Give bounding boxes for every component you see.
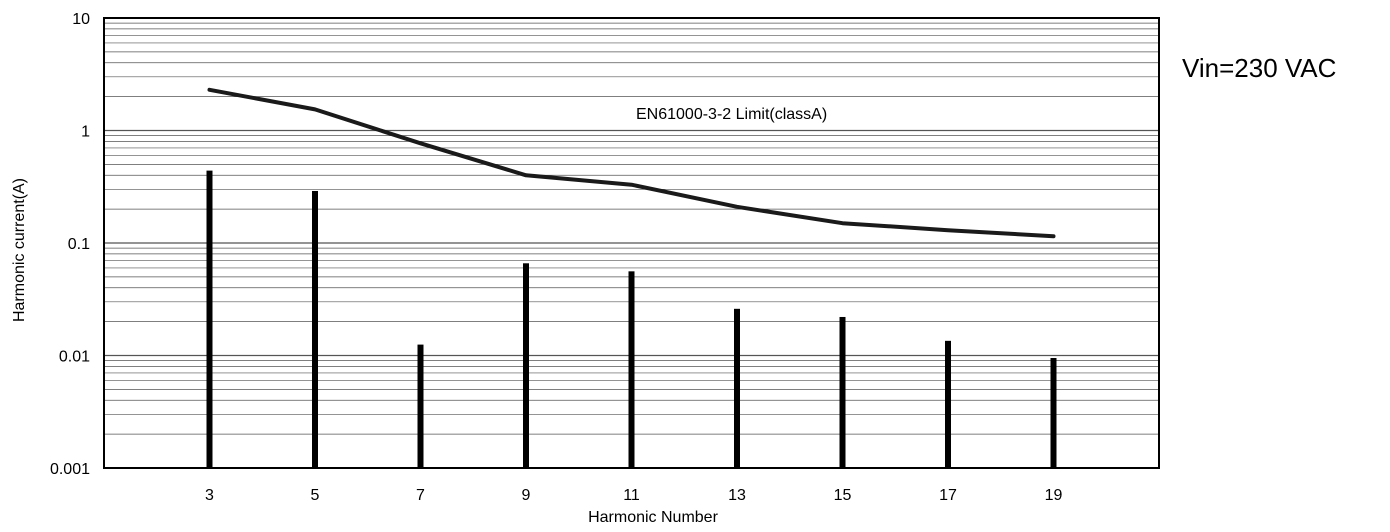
- y-tick-label: 0.001: [50, 461, 90, 478]
- harmonic-bar: [734, 308, 740, 468]
- y-tick-label: 0.1: [68, 236, 90, 253]
- x-tick-label: 7: [416, 487, 425, 504]
- y-tick-labels: 10 1 0.1 0.01 0.001: [50, 11, 90, 478]
- harmonic-bar: [628, 271, 635, 468]
- x-tick-labels: 3 5 7 9 11 13 15 17 19: [205, 487, 1062, 504]
- harmonic-bar: [839, 316, 846, 468]
- x-axis-title: Harmonic Number: [588, 509, 718, 526]
- harmonic-bar: [1050, 358, 1057, 468]
- harmonic-bar: [945, 340, 951, 468]
- limit-line-label: EN61000-3-2 Limit(classA): [636, 106, 827, 123]
- y-tick-label: 1: [81, 124, 90, 141]
- harmonic-bar: [312, 190, 318, 468]
- harmonic-bar: [417, 344, 424, 468]
- x-tick-label: 17: [939, 487, 957, 504]
- harmonic-bar: [206, 170, 213, 468]
- limit-line: [207, 87, 1056, 239]
- y-axis-title: Harmonic current(A): [11, 178, 28, 322]
- y-tick-label: 0.01: [59, 349, 90, 366]
- x-tick-label: 13: [728, 487, 746, 504]
- harmonic-bars: [206, 170, 1057, 468]
- x-tick-label: 19: [1045, 487, 1063, 504]
- y-tick-label: 10: [72, 11, 90, 28]
- x-tick-label: 5: [311, 487, 320, 504]
- input-voltage-label: Vin=230 VAC: [1182, 53, 1336, 83]
- x-tick-label: 9: [522, 487, 531, 504]
- x-tick-label: 15: [834, 487, 852, 504]
- harmonic-bar: [523, 263, 529, 468]
- x-tick-label: 11: [623, 487, 640, 504]
- x-tick-label: 3: [205, 487, 214, 504]
